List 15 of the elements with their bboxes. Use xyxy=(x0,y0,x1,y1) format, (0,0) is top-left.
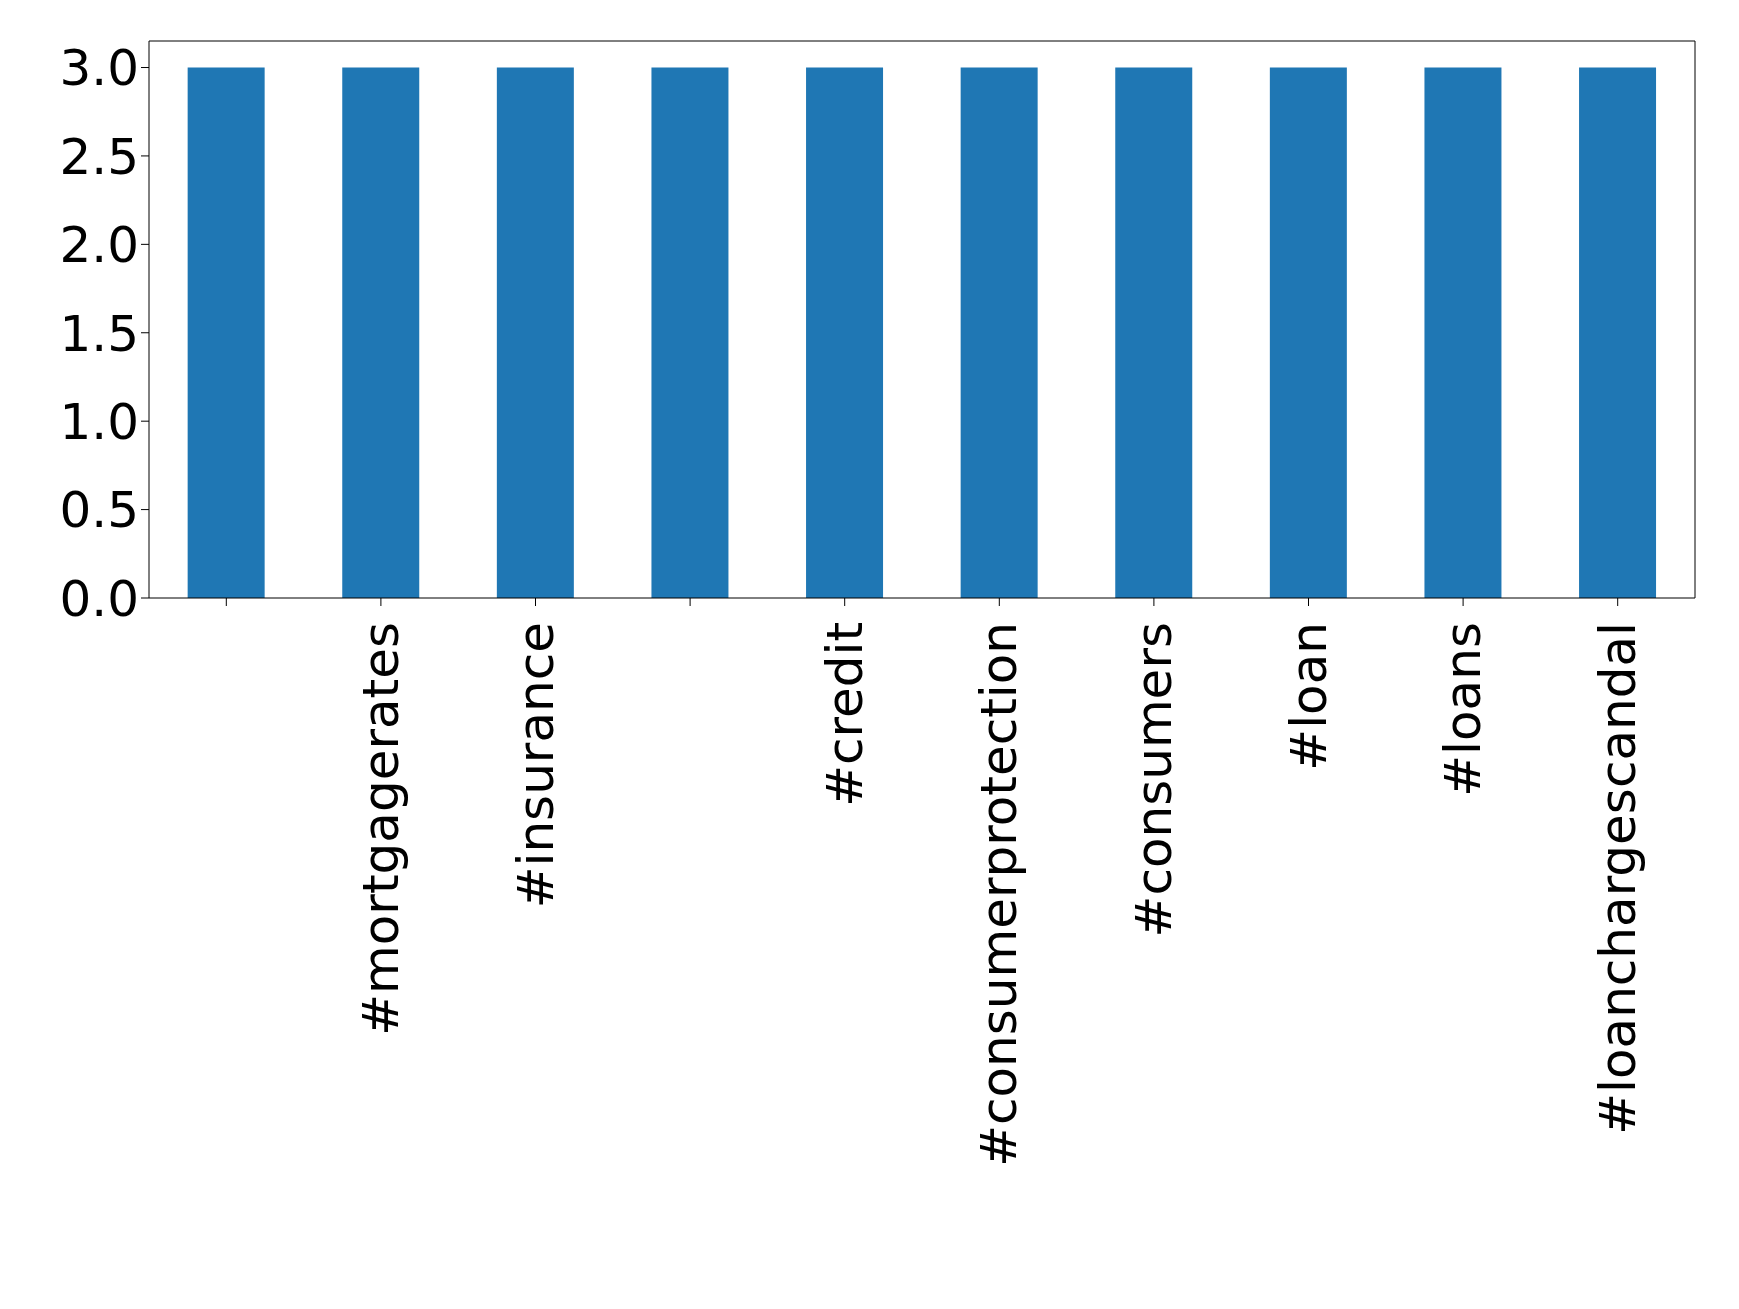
x-tick-label: #consumerprotection xyxy=(970,622,1029,1167)
y-tick-label: 0.5 xyxy=(59,481,139,540)
x-tick-label: #consumers xyxy=(1124,622,1183,938)
x-tick-label: #insurance xyxy=(506,622,565,909)
x-tick-label: #credit xyxy=(815,622,874,807)
y-tick-label: 2.5 xyxy=(59,127,139,186)
x-tick-label: #loan xyxy=(1279,622,1338,771)
x-tick-label: #loans xyxy=(1434,622,1493,797)
y-tick-label: 2.0 xyxy=(59,216,139,275)
y-tick-label: 1.5 xyxy=(59,304,139,363)
y-tick-label: 3.0 xyxy=(59,39,139,98)
y-tick-label: 1.0 xyxy=(59,392,139,451)
x-tick-label: #loanchargescandal xyxy=(1588,622,1647,1135)
y-tick-label: 0.0 xyxy=(59,569,139,628)
x-tick-label: #mortgagerates xyxy=(351,622,410,1036)
